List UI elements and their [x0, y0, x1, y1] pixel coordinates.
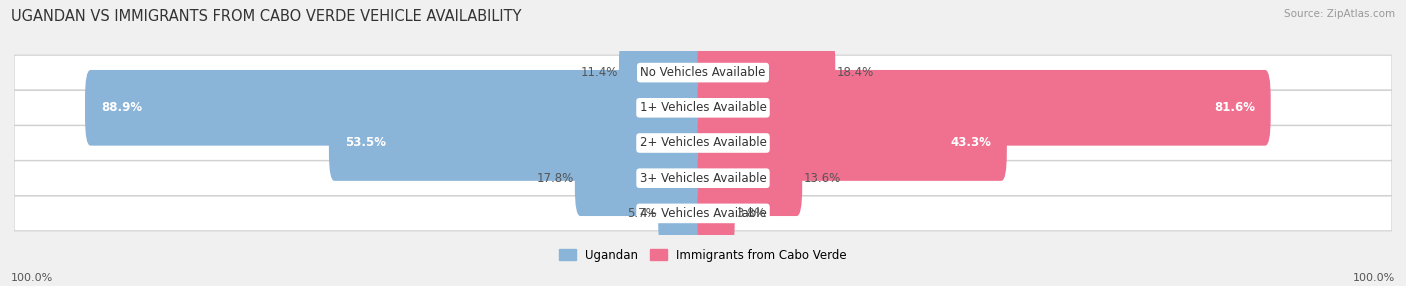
Text: 88.9%: 88.9% — [101, 101, 142, 114]
Text: 3.8%: 3.8% — [737, 207, 766, 220]
Text: 43.3%: 43.3% — [950, 136, 991, 150]
FancyBboxPatch shape — [14, 196, 1392, 231]
FancyBboxPatch shape — [697, 140, 803, 216]
Text: No Vehicles Available: No Vehicles Available — [640, 66, 766, 79]
Text: 17.8%: 17.8% — [536, 172, 574, 185]
Text: 3+ Vehicles Available: 3+ Vehicles Available — [640, 172, 766, 185]
FancyBboxPatch shape — [697, 105, 1007, 181]
FancyBboxPatch shape — [658, 176, 709, 251]
FancyBboxPatch shape — [575, 140, 709, 216]
Text: 4+ Vehicles Available: 4+ Vehicles Available — [640, 207, 766, 220]
Legend: Ugandan, Immigrants from Cabo Verde: Ugandan, Immigrants from Cabo Verde — [560, 249, 846, 262]
FancyBboxPatch shape — [697, 176, 735, 251]
FancyBboxPatch shape — [329, 105, 709, 181]
Text: 11.4%: 11.4% — [581, 66, 617, 79]
FancyBboxPatch shape — [697, 70, 1271, 146]
FancyBboxPatch shape — [14, 55, 1392, 90]
FancyBboxPatch shape — [14, 90, 1392, 125]
FancyBboxPatch shape — [84, 70, 709, 146]
Text: 81.6%: 81.6% — [1213, 101, 1254, 114]
FancyBboxPatch shape — [619, 35, 709, 110]
FancyBboxPatch shape — [697, 35, 835, 110]
Text: 13.6%: 13.6% — [804, 172, 841, 185]
Text: 100.0%: 100.0% — [1353, 273, 1395, 283]
FancyBboxPatch shape — [14, 161, 1392, 196]
Text: 2+ Vehicles Available: 2+ Vehicles Available — [640, 136, 766, 150]
Text: 53.5%: 53.5% — [344, 136, 385, 150]
Text: 5.7%: 5.7% — [627, 207, 657, 220]
Text: Source: ZipAtlas.com: Source: ZipAtlas.com — [1284, 9, 1395, 19]
Text: 1+ Vehicles Available: 1+ Vehicles Available — [640, 101, 766, 114]
Text: UGANDAN VS IMMIGRANTS FROM CABO VERDE VEHICLE AVAILABILITY: UGANDAN VS IMMIGRANTS FROM CABO VERDE VE… — [11, 9, 522, 23]
FancyBboxPatch shape — [14, 126, 1392, 160]
Text: 100.0%: 100.0% — [11, 273, 53, 283]
Text: 18.4%: 18.4% — [837, 66, 875, 79]
